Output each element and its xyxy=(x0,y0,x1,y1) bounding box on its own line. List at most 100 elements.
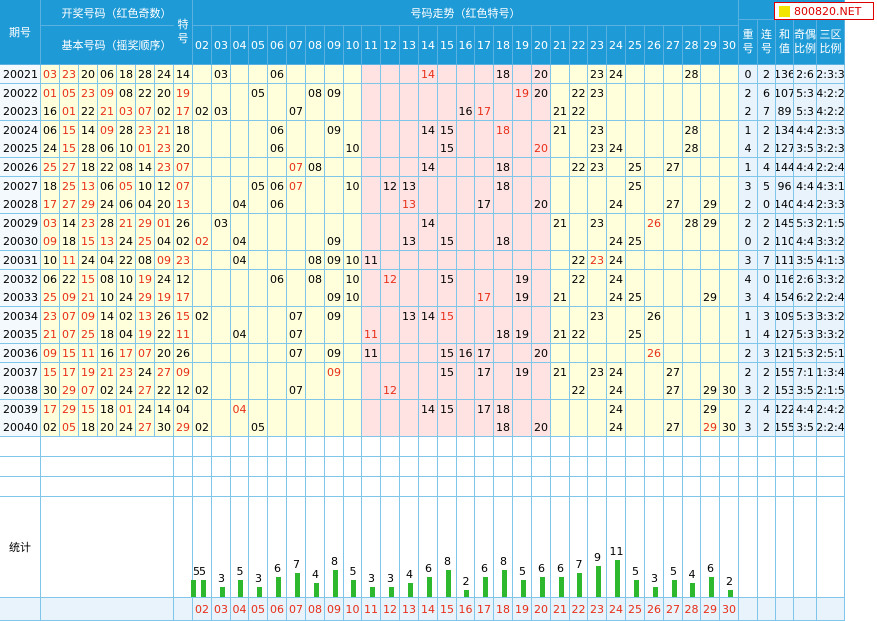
trend-cell xyxy=(457,121,475,140)
stats-col xyxy=(645,497,664,598)
header-zone: 三区比例 xyxy=(817,20,845,65)
row-zone: 3:3:2 xyxy=(817,232,845,251)
basic-number: 18 xyxy=(79,158,98,177)
trend-ball: 13 xyxy=(400,307,419,326)
trend-cell xyxy=(306,139,325,158)
row-repeat: 3 xyxy=(739,288,758,307)
trend-ball: 06 xyxy=(268,177,287,196)
row-issue: 20036 xyxy=(0,344,41,363)
row-oddeven: 4:4 xyxy=(794,121,817,140)
stat-category-label: 12 xyxy=(381,598,400,621)
basic-number: 05 xyxy=(60,84,79,103)
stat-category-label: 06 xyxy=(268,598,287,621)
header-col-17: 17 xyxy=(475,26,494,65)
trend-ball: 18 xyxy=(494,65,513,84)
trend-cell xyxy=(551,418,570,437)
trend-cell xyxy=(683,102,701,121)
trend-cell xyxy=(193,177,212,196)
basic-number: 19 xyxy=(79,363,98,382)
empty-cell xyxy=(817,457,845,477)
trend-cell xyxy=(438,325,457,344)
trend-cell xyxy=(344,381,362,400)
trend-cell xyxy=(513,418,532,437)
trend-cell xyxy=(701,270,720,289)
trend-ball: 18 xyxy=(494,418,513,437)
trend-ball: 28 xyxy=(683,214,701,233)
basic-number: 09 xyxy=(98,84,117,103)
trend-cell xyxy=(306,102,325,121)
header-col-13: 13 xyxy=(400,26,419,65)
trend-cell xyxy=(494,195,513,214)
trend-cell xyxy=(720,214,739,233)
trend-cell xyxy=(570,139,588,158)
trend-cell xyxy=(664,177,683,196)
row-sum: 145 xyxy=(776,214,794,233)
row-issue: 20034 xyxy=(0,307,41,326)
trend-cell xyxy=(362,158,381,177)
trend-cell xyxy=(532,381,551,400)
trend-cell xyxy=(381,102,400,121)
stat-bar xyxy=(502,570,507,597)
row-sum: 134 xyxy=(776,121,794,140)
basic-number: 30 xyxy=(155,418,174,437)
empty-cell xyxy=(494,437,513,457)
trend-cell xyxy=(212,344,231,363)
stat-category-label: 19 xyxy=(513,598,532,621)
trend-ball: 20 xyxy=(532,139,551,158)
trend-cell xyxy=(513,195,532,214)
trend-cell xyxy=(231,84,249,103)
basic-number: 02 xyxy=(155,102,174,121)
trend-cell xyxy=(381,418,400,437)
row-sum: 111 xyxy=(776,251,794,270)
row-oddeven: 2:6 xyxy=(794,270,817,289)
trend-ball: 23 xyxy=(588,121,607,140)
basic-number: 19 xyxy=(136,325,155,344)
trend-cell xyxy=(513,400,532,419)
trend-cell xyxy=(325,214,344,233)
header-issue: 期号 xyxy=(0,0,41,65)
basic-number: 02 xyxy=(98,381,117,400)
trend-cell xyxy=(193,139,212,158)
trend-ball: 16 xyxy=(457,344,475,363)
trend-cell xyxy=(268,84,287,103)
row-sum: 154 xyxy=(776,288,794,307)
trend-ball: 07 xyxy=(287,307,306,326)
trend-cell xyxy=(457,84,475,103)
row-oddeven: 3:5 xyxy=(794,381,817,400)
stat-bar-label: 3 xyxy=(218,572,225,585)
trend-cell xyxy=(231,288,249,307)
empty-cell xyxy=(532,477,551,497)
empty-cell xyxy=(570,457,588,477)
trend-cell xyxy=(570,177,588,196)
trend-cell xyxy=(607,177,626,196)
trend-cell xyxy=(362,65,381,84)
trend-cell xyxy=(551,270,570,289)
basic-number: 17 xyxy=(60,363,79,382)
trend-cell xyxy=(607,214,626,233)
trend-cell xyxy=(419,288,438,307)
trend-cell xyxy=(701,84,720,103)
trend-cell xyxy=(249,251,268,270)
trend-cell xyxy=(701,232,720,251)
empty-cell xyxy=(212,477,231,497)
trend-ball: 17 xyxy=(475,363,494,382)
trend-cell xyxy=(551,232,570,251)
trend-cell xyxy=(532,270,551,289)
trend-cell xyxy=(438,214,457,233)
trend-cell xyxy=(438,65,457,84)
trend-cell xyxy=(664,102,683,121)
row-zone: 4:2:2 xyxy=(817,84,845,103)
basic-number: 18 xyxy=(60,232,79,251)
trend-ball: 10 xyxy=(344,270,362,289)
empty-cell xyxy=(0,437,41,457)
trend-cell xyxy=(419,363,438,382)
basic-number: 24 xyxy=(155,65,174,84)
trend-cell xyxy=(720,288,739,307)
stat-category-label: 21 xyxy=(551,598,570,621)
site-badge[interactable]: 800820.NET xyxy=(774,2,874,20)
trend-cell xyxy=(551,381,570,400)
empty-cell xyxy=(249,437,268,457)
trend-cell xyxy=(457,400,475,419)
basic-number: 15 xyxy=(79,270,98,289)
header-col-02: 02 xyxy=(193,26,212,65)
